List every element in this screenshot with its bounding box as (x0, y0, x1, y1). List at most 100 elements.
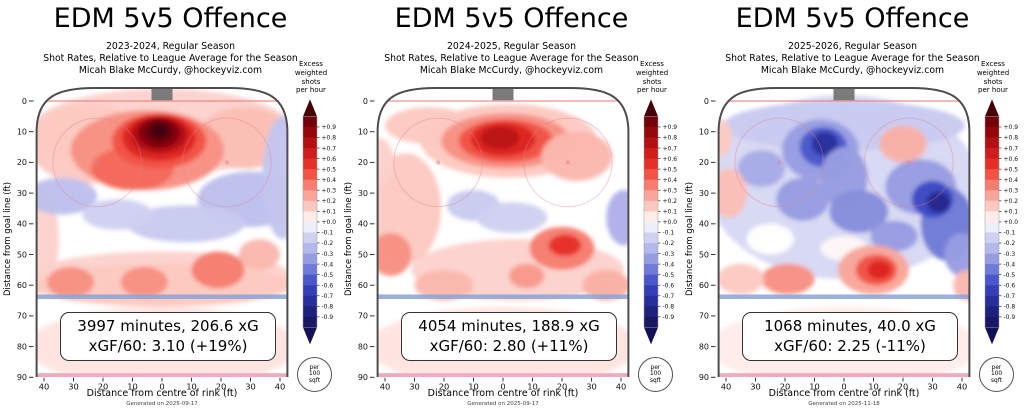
svg-text:-0.3: -0.3 (1004, 251, 1016, 258)
x-axis-label: Distance from centre of rink (ft) (86, 388, 238, 399)
svg-text:40: 40 (358, 220, 368, 229)
svg-text:20: 20 (358, 158, 368, 167)
svg-text:0: 0 (363, 97, 368, 106)
svg-text:-0.5: -0.5 (1004, 272, 1016, 279)
colorbar-title: Excess weighted shots per hour (635, 60, 669, 95)
svg-text:-0.4: -0.4 (663, 261, 675, 268)
svg-text:-0.9: -0.9 (1004, 314, 1016, 321)
stats-minutes-xg: 3997 minutes, 206.6 xG (77, 317, 259, 335)
chart-season: 2023-2024, Regular Season (106, 41, 235, 52)
svg-text:90: 90 (699, 373, 709, 382)
panel-2025-2026: 0 10 20 30 40 50 60 70 80 90 40 30 20 10 0 10 20 30 40 +0.9… (682, 0, 1023, 417)
svg-text:+0.0: +0.0 (322, 219, 337, 226)
stats-xgf60: xGF/60: 2.25 (-11%) (774, 336, 926, 355)
svg-text:60: 60 (699, 281, 709, 290)
svg-text:+0.8: +0.8 (322, 135, 337, 142)
svg-text:10: 10 (468, 382, 479, 392)
svg-text:+0.9: +0.9 (663, 124, 678, 131)
svg-text:-0.1: -0.1 (663, 230, 675, 237)
svg-text:20: 20 (216, 382, 227, 392)
svg-text:20: 20 (898, 382, 909, 392)
svg-text:-0.7: -0.7 (1004, 293, 1016, 300)
svg-text:+0.6: +0.6 (663, 156, 678, 163)
svg-text:+0.0: +0.0 (663, 219, 678, 226)
svg-text:+0.1: +0.1 (322, 209, 337, 216)
svg-text:+0.3: +0.3 (322, 187, 337, 194)
svg-text:10: 10 (527, 382, 538, 392)
svg-text:-0.2: -0.2 (322, 240, 334, 247)
svg-text:-0.9: -0.9 (322, 314, 334, 321)
svg-text:+0.8: +0.8 (1004, 135, 1019, 142)
stats-box: 1068 minutes, 40.0 xG xGF/60: 2.25 (-11%… (742, 312, 958, 361)
per-100-sqft-badge: per 100 sqft (297, 357, 332, 392)
chart-subtitle: Shot Rates, Relative to League Average f… (43, 53, 298, 64)
generated-on: Generated on 2025-09-17 (126, 401, 198, 407)
svg-text:-0.5: -0.5 (322, 272, 334, 279)
svg-text:0: 0 (841, 382, 846, 392)
chart-title: EDM 5v5 Offence (735, 3, 970, 34)
svg-text:40: 40 (17, 220, 27, 229)
svg-text:+0.9: +0.9 (1004, 124, 1019, 131)
svg-text:+0.3: +0.3 (1004, 187, 1019, 194)
y-axis-label: Distance from goal line (ft) (685, 181, 695, 297)
svg-text:20: 20 (439, 382, 450, 392)
svg-text:70: 70 (699, 312, 709, 321)
svg-text:20: 20 (780, 382, 791, 392)
svg-text:0: 0 (500, 382, 505, 392)
svg-text:70: 70 (358, 312, 368, 321)
chart-title: EDM 5v5 Offence (53, 3, 288, 34)
panel-2024-2025: 0 10 20 30 40 50 60 70 80 90 40 30 20 10 0 10 20 30 40 +0.9… (341, 0, 682, 417)
svg-text:-0.4: -0.4 (1004, 261, 1016, 268)
svg-text:40: 40 (616, 382, 627, 392)
svg-text:+0.7: +0.7 (322, 145, 337, 152)
svg-text:50: 50 (699, 250, 709, 259)
svg-text:-0.4: -0.4 (322, 261, 334, 268)
svg-text:30: 30 (586, 382, 597, 392)
svg-text:40: 40 (957, 382, 968, 392)
svg-text:-0.7: -0.7 (663, 293, 675, 300)
svg-text:40: 40 (275, 382, 286, 392)
stats-xgf60: xGF/60: 3.10 (+19%) (88, 336, 248, 355)
chart-subtitle: Shot Rates, Relative to League Average f… (384, 53, 639, 64)
generated-on: Generated on 2025-09-17 (467, 401, 539, 407)
svg-text:-0.8: -0.8 (1004, 304, 1016, 311)
svg-text:+0.5: +0.5 (322, 166, 337, 173)
svg-text:-0.8: -0.8 (322, 304, 334, 311)
stats-box: 4054 minutes, 188.9 xG xGF/60: 2.80 (+11… (401, 312, 617, 361)
svg-text:40: 40 (721, 382, 732, 392)
svg-text:20: 20 (557, 382, 568, 392)
svg-text:10: 10 (186, 382, 197, 392)
chart-subtitle: Shot Rates, Relative to League Average f… (725, 53, 980, 64)
svg-text:-0.5: -0.5 (663, 272, 675, 279)
svg-text:80: 80 (358, 342, 368, 351)
svg-text:-0.2: -0.2 (1004, 240, 1016, 247)
svg-text:30: 30 (750, 382, 761, 392)
stats-minutes-xg: 4054 minutes, 188.9 xG (418, 317, 600, 335)
x-axis-label: Distance from centre of rink (ft) (427, 388, 579, 399)
colorbar-title: Excess weighted shots per hour (976, 60, 1010, 95)
svg-text:0: 0 (159, 382, 164, 392)
svg-text:20: 20 (98, 382, 109, 392)
svg-text:30: 30 (699, 189, 709, 198)
svg-text:+0.4: +0.4 (1004, 177, 1019, 184)
svg-text:10: 10 (17, 128, 27, 137)
svg-text:-0.2: -0.2 (663, 240, 675, 247)
y-axis-label: Distance from goal line (ft) (344, 181, 354, 297)
svg-text:+0.8: +0.8 (663, 135, 678, 142)
svg-text:10: 10 (358, 128, 368, 137)
per-100-sqft-badge: per 100 sqft (979, 357, 1014, 392)
svg-text:30: 30 (358, 189, 368, 198)
x-axis-label: Distance from centre of rink (ft) (768, 388, 920, 399)
svg-text:-0.3: -0.3 (663, 251, 675, 258)
svg-text:80: 80 (699, 342, 709, 351)
svg-text:10: 10 (127, 382, 138, 392)
svg-text:30: 30 (17, 189, 27, 198)
stats-box: 3997 minutes, 206.6 xG xGF/60: 3.10 (+19… (60, 312, 276, 361)
svg-text:+0.5: +0.5 (1004, 166, 1019, 173)
svg-text:40: 40 (699, 220, 709, 229)
svg-text:-0.6: -0.6 (1004, 282, 1016, 289)
chart-season: 2024-2025, Regular Season (447, 41, 576, 52)
svg-text:60: 60 (358, 281, 368, 290)
svg-text:+0.3: +0.3 (663, 187, 678, 194)
